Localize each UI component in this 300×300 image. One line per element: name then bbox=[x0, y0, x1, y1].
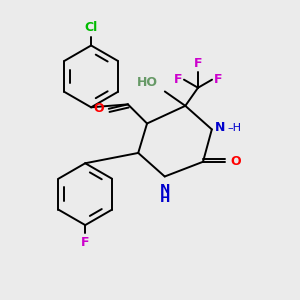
Text: N: N bbox=[215, 122, 226, 134]
Text: –H: –H bbox=[227, 123, 241, 133]
Text: Cl: Cl bbox=[85, 21, 98, 34]
Text: HO: HO bbox=[137, 76, 158, 89]
Text: F: F bbox=[194, 57, 202, 70]
Text: F: F bbox=[81, 236, 89, 249]
Text: O: O bbox=[230, 155, 241, 168]
Text: N: N bbox=[160, 183, 170, 196]
Text: O: O bbox=[94, 102, 104, 115]
Text: F: F bbox=[174, 73, 182, 86]
Text: H: H bbox=[160, 192, 170, 205]
Text: F: F bbox=[214, 73, 222, 86]
